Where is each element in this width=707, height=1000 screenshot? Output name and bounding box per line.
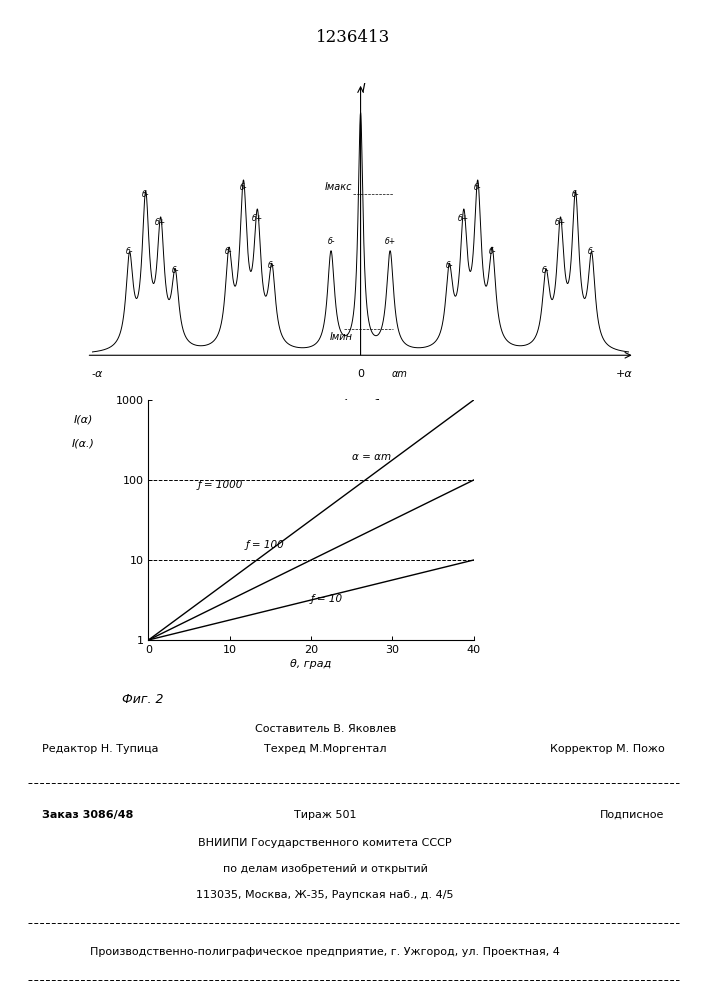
Text: б+: б+	[155, 218, 166, 227]
Text: Iмин: Iмин	[329, 332, 353, 342]
Text: б+: б+	[555, 218, 566, 227]
Text: Корректор М. Пожо: Корректор М. Пожо	[550, 744, 665, 754]
Text: б-: б-	[171, 266, 179, 275]
Text: б+: б+	[252, 214, 263, 223]
Text: б-: б-	[240, 183, 247, 192]
Text: 0: 0	[357, 369, 364, 379]
Text: б-: б-	[268, 261, 276, 270]
Text: αm: αm	[391, 369, 407, 379]
Text: Фиг. 1: Фиг. 1	[340, 398, 381, 411]
Text: б-: б-	[126, 247, 134, 256]
Text: +α: +α	[616, 369, 632, 379]
Text: б-: б-	[225, 247, 233, 256]
Text: Составитель В. Яковлев: Составитель В. Яковлев	[255, 724, 396, 734]
Text: I: I	[361, 82, 365, 95]
Text: Производственно-полиграфическое предприятие, г. Ужгород, ул. Проектная, 4: Производственно-полиграфическое предприя…	[90, 947, 560, 957]
Text: ƒ = 1000: ƒ = 1000	[197, 480, 243, 490]
Text: Фиг. 2: Фиг. 2	[122, 693, 164, 706]
Text: б-: б-	[489, 247, 496, 256]
Text: 1236413: 1236413	[316, 29, 391, 46]
Text: Тираж 501: Тираж 501	[294, 810, 356, 820]
Text: Заказ 3086/48: Заказ 3086/48	[42, 810, 134, 820]
Text: I(α.): I(α.)	[72, 438, 95, 448]
Text: Редактор Н. Тупица: Редактор Н. Тупица	[42, 744, 159, 754]
Text: I(α): I(α)	[74, 414, 93, 424]
Text: ВНИИПИ Государственного комитета СССР: ВНИИПИ Государственного комитета СССР	[199, 838, 452, 848]
Text: ƒ = 10: ƒ = 10	[311, 594, 343, 604]
Text: 113035, Москва, Ж-35, Раупская наб., д. 4/5: 113035, Москва, Ж-35, Раупская наб., д. …	[197, 890, 454, 900]
Text: б-: б-	[445, 261, 453, 270]
Text: по делам изобретений и открытий: по делам изобретений и открытий	[223, 864, 428, 874]
Text: Техред М.Моргентал: Техред М.Моргентал	[264, 744, 387, 754]
X-axis label: θ, град: θ, град	[291, 659, 332, 669]
Text: Iмакс: Iмакс	[325, 182, 353, 192]
Text: ƒ = 100: ƒ = 100	[246, 540, 285, 550]
Text: б-: б-	[572, 190, 579, 199]
Text: б-: б-	[327, 237, 335, 246]
Text: б+: б+	[385, 237, 396, 246]
Text: -α: -α	[92, 369, 103, 379]
Text: α = αm: α = αm	[352, 452, 391, 462]
Text: б-: б-	[142, 190, 149, 199]
Text: б-: б-	[542, 266, 550, 275]
Text: б-: б-	[588, 247, 595, 256]
Text: б-: б-	[474, 183, 481, 192]
Text: б+: б+	[458, 214, 469, 223]
Text: Подписное: Подписное	[600, 810, 665, 820]
